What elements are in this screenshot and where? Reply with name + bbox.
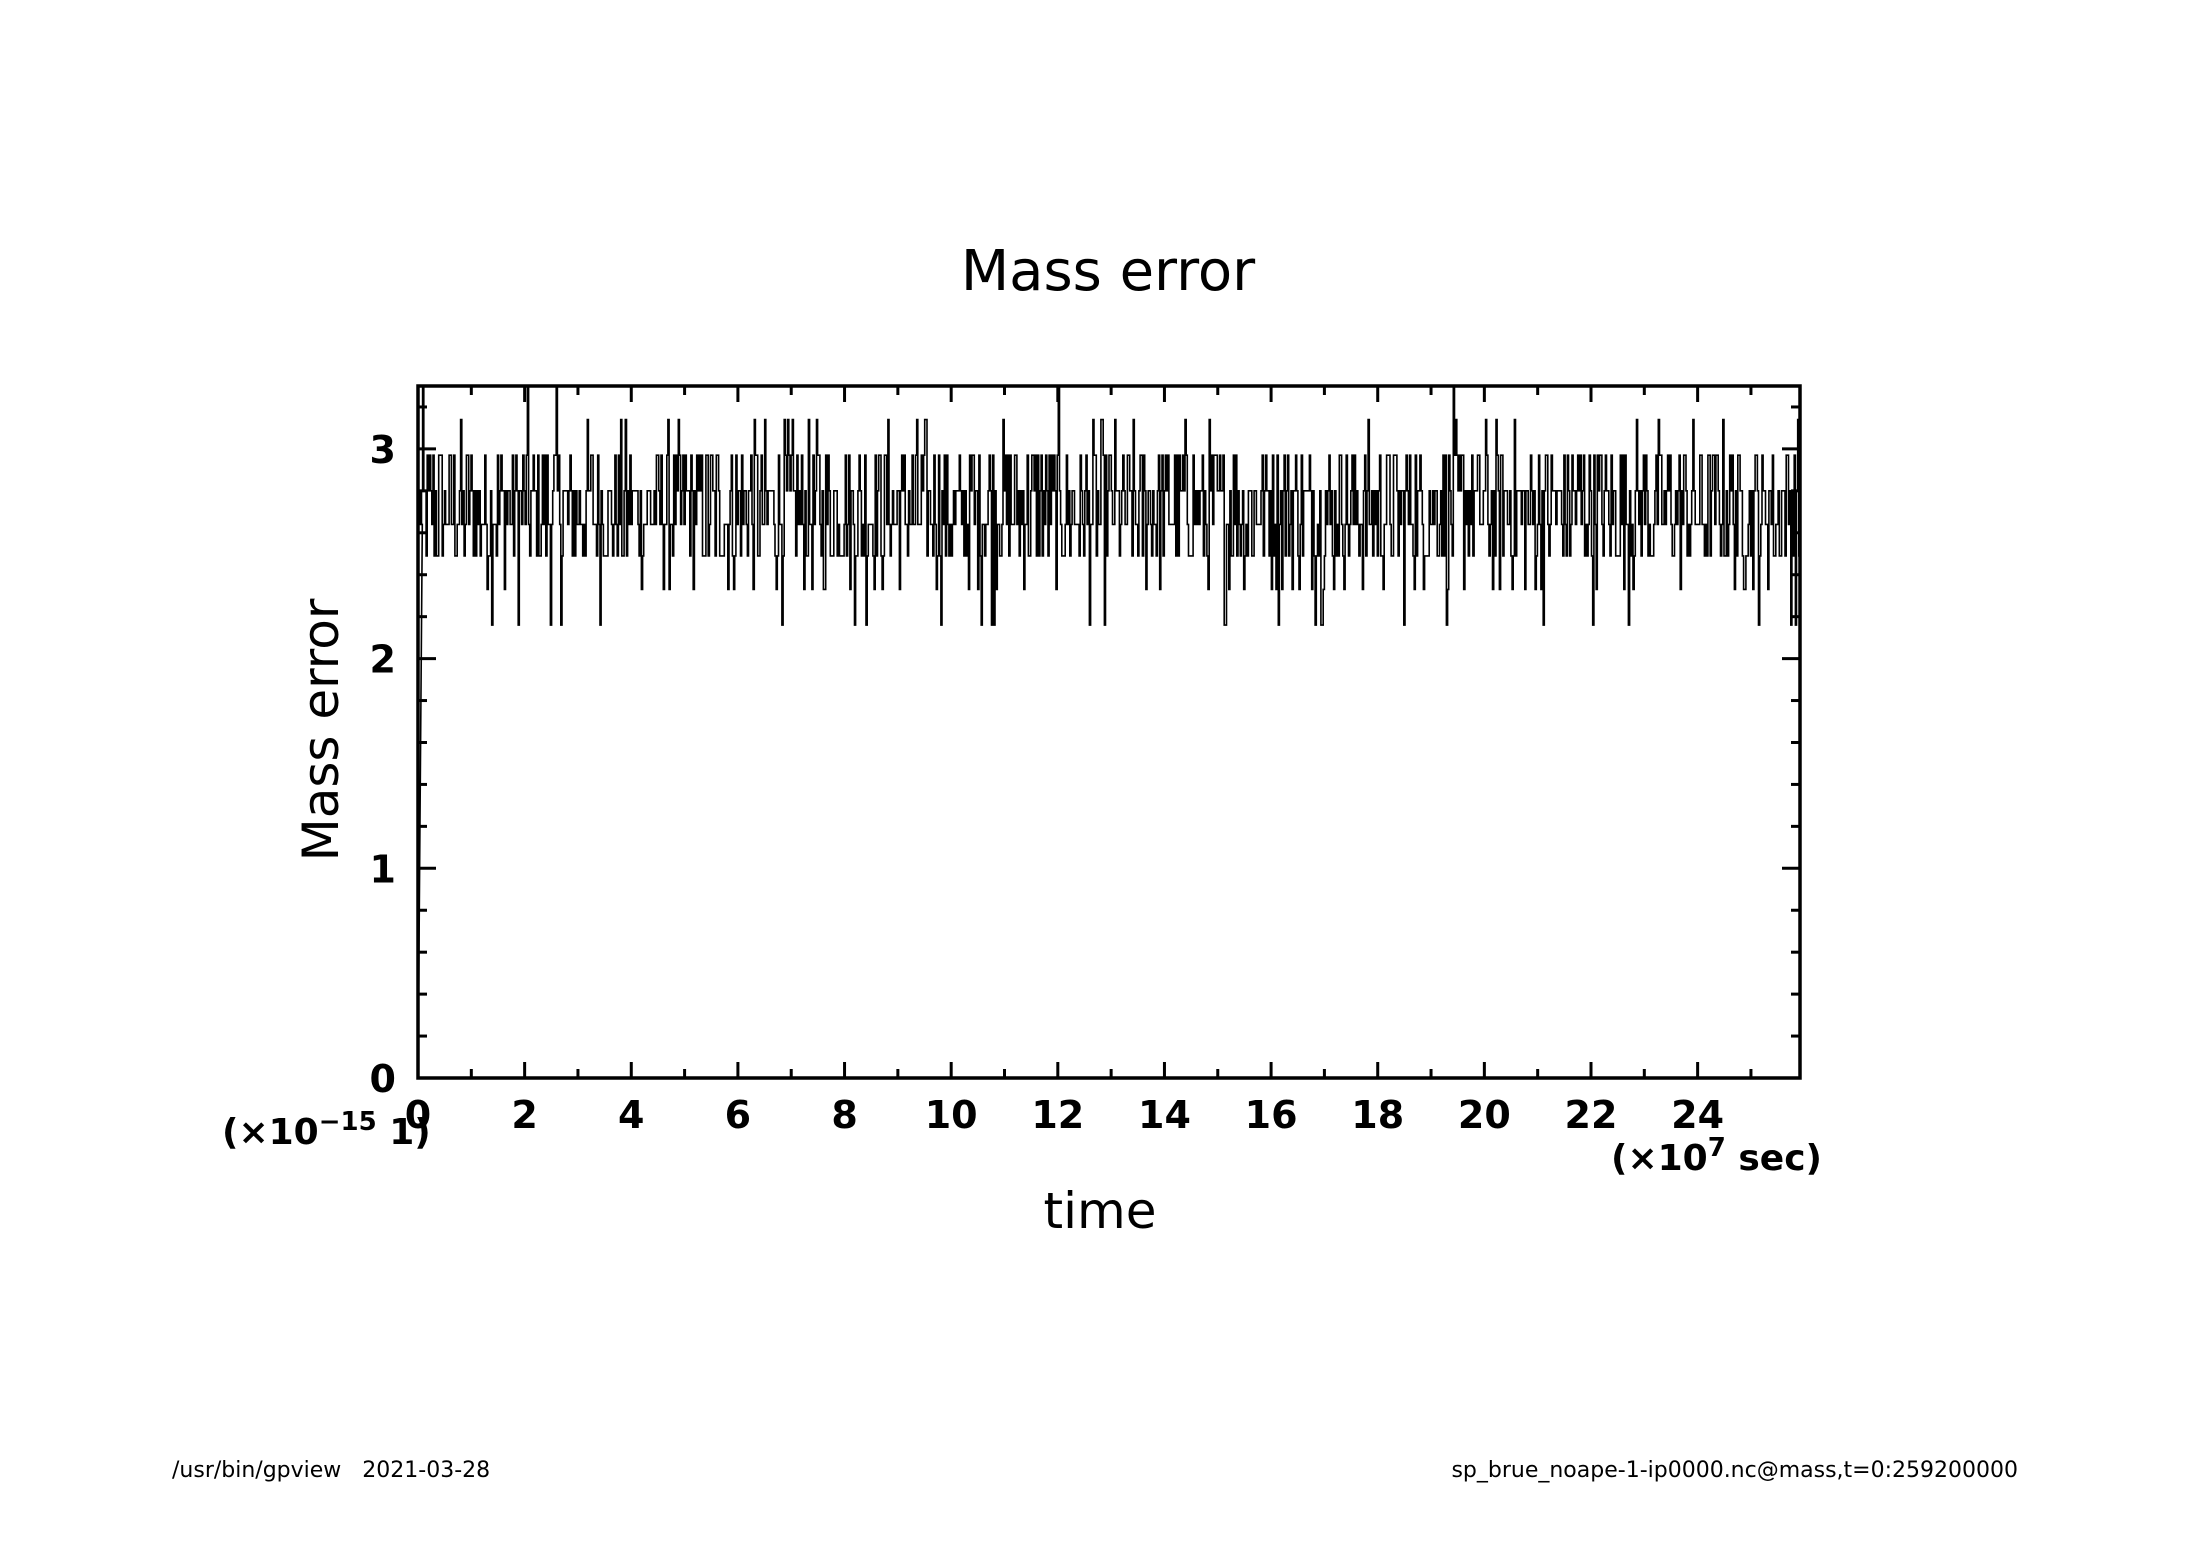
series-line (417, 385, 1801, 1079)
x-tick-label: 12 (1031, 1093, 1084, 1137)
x-tick-label: 8 (831, 1093, 857, 1137)
x-tick-label: 10 (925, 1093, 978, 1137)
x-scale-label: (×107 sec) (1611, 1133, 1822, 1179)
y-axis-label: Mass error (292, 598, 350, 861)
plot-frame (416, 384, 1802, 1080)
x-tick-label: 24 (1671, 1093, 1724, 1137)
x-tick-label: 6 (725, 1093, 751, 1137)
x-tick-label: 18 (1351, 1093, 1404, 1137)
x-tick-label: 4 (618, 1093, 644, 1137)
plot-border (416, 384, 1802, 1080)
y-tick-label: 0 (370, 1057, 396, 1101)
x-tick-label: 0 (405, 1093, 431, 1137)
y-tick-label: 3 (370, 428, 396, 472)
footer-left: /usr/bin/gpview 2021-03-28 (172, 1458, 491, 1483)
footer-right: sp_brue_noape-1-ip0000.nc@mass,t=0:25920… (1451, 1458, 2018, 1483)
x-tick-label: 16 (1245, 1093, 1298, 1137)
x-tick-label: 22 (1565, 1093, 1618, 1137)
chart-title: Mass error (961, 239, 1256, 304)
x-tick-label: 14 (1138, 1093, 1191, 1137)
tick-marks (416, 386, 1800, 1080)
y-tick-label: 1 (370, 847, 396, 891)
x-axis-label: time (1044, 1182, 1157, 1240)
y-scale-label: (×10−15 1) (222, 1107, 431, 1153)
y-tick-label: 2 (370, 638, 396, 682)
x-tick-label: 20 (1458, 1093, 1511, 1137)
x-tick-label: 2 (511, 1093, 537, 1137)
